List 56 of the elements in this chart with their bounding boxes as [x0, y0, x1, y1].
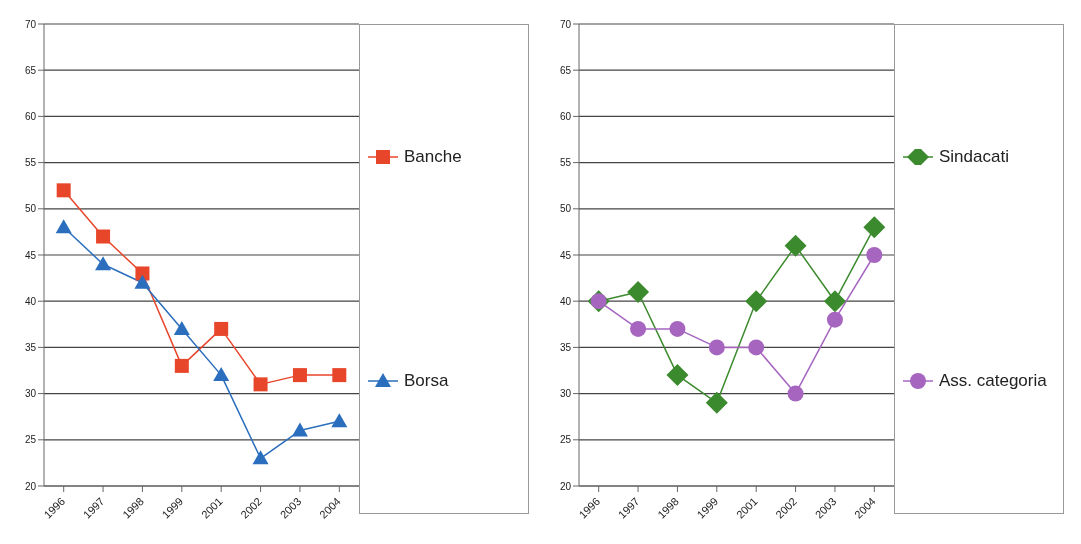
legend-label: Banche: [404, 147, 462, 167]
y-tick-label: 70: [24, 18, 37, 30]
y-tick-label: 25: [24, 434, 37, 446]
y-tick-label: 55: [24, 157, 37, 169]
legend-label: Borsa: [404, 371, 449, 391]
point: [745, 290, 768, 313]
y-tick-label: 50: [24, 203, 37, 215]
point: [708, 339, 725, 356]
point: [96, 229, 111, 244]
point: [213, 367, 230, 382]
point: [630, 320, 647, 337]
y-tick-label: 40: [24, 295, 37, 307]
y-tick-label: 65: [24, 64, 37, 76]
point: [173, 320, 190, 335]
y-tick-label: 30: [24, 388, 37, 400]
point: [214, 321, 229, 336]
point: [56, 183, 71, 198]
point: [705, 391, 728, 414]
point: [787, 385, 804, 402]
y-tick-label: 65: [559, 64, 572, 76]
y-tick-label: 40: [559, 295, 572, 307]
point: [95, 256, 112, 271]
y-tick-label: 35: [24, 341, 37, 353]
point: [252, 450, 269, 465]
point: [866, 247, 883, 263]
y-tick-label: 35: [559, 341, 572, 353]
legend-label: Sindacati: [939, 147, 1009, 167]
y-tick-label: 60: [24, 110, 37, 122]
point: [292, 368, 307, 383]
point: [253, 377, 268, 392]
y-tick-label: 55: [559, 157, 572, 169]
point: [332, 368, 347, 383]
y-tick-label: 25: [559, 434, 572, 446]
y-tick-label: 30: [559, 388, 572, 400]
y-tick-label: 60: [559, 110, 572, 122]
point: [331, 413, 348, 428]
point: [134, 274, 151, 289]
y-tick-label: 45: [559, 249, 572, 261]
point: [784, 234, 807, 257]
point: [823, 290, 846, 313]
y-tick-label: 70: [559, 18, 572, 30]
point: [627, 280, 650, 303]
point: [748, 339, 765, 356]
y-tick-label: 20: [24, 480, 37, 492]
point: [863, 216, 886, 239]
point: [669, 320, 686, 337]
y-tick-label: 45: [24, 249, 37, 261]
y-tick-label: 20: [559, 480, 572, 492]
point: [666, 364, 689, 387]
point: [291, 422, 308, 437]
point: [135, 266, 150, 281]
point: [174, 358, 189, 373]
point: [55, 219, 72, 234]
point: [826, 311, 843, 328]
legend-label: Ass. categoria: [939, 371, 1047, 391]
y-tick-label: 50: [559, 203, 572, 215]
